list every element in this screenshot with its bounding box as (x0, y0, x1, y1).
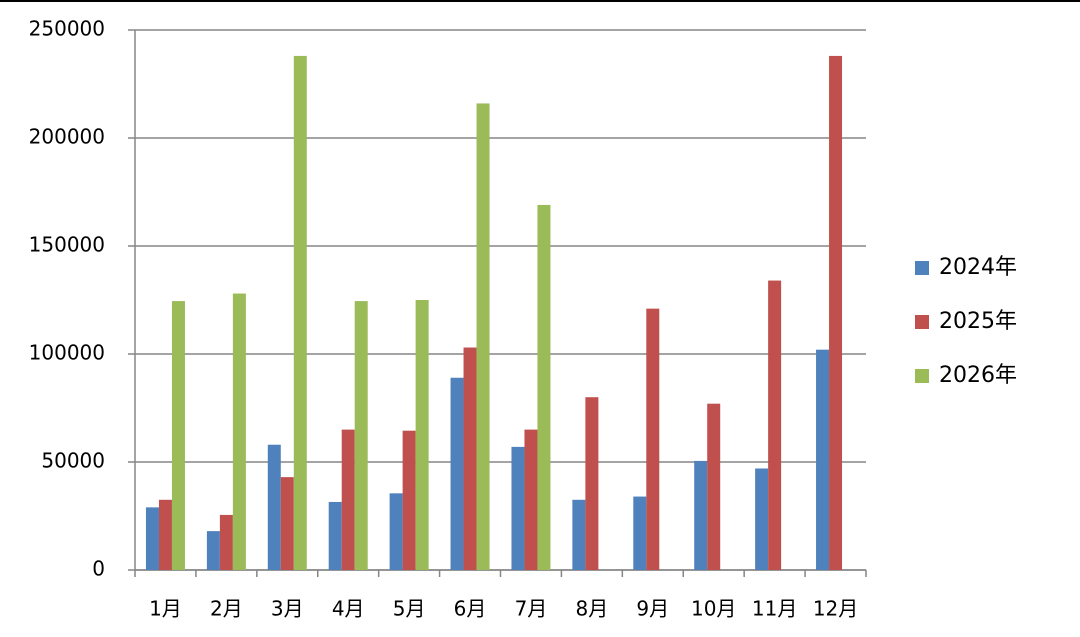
x-tick-label: 10月 (691, 597, 736, 621)
x-tick-label: 7月 (515, 597, 548, 621)
legend-swatch (915, 369, 929, 383)
bar (537, 204, 551, 570)
x-tick-label: 2月 (210, 597, 243, 621)
x-tick-label: 6月 (454, 597, 487, 621)
y-tick-label: 250000 (29, 17, 105, 41)
bar (463, 347, 477, 570)
bar (415, 300, 429, 570)
bar (158, 499, 172, 570)
x-tick-label: 12月 (813, 597, 858, 621)
bar (768, 280, 782, 570)
legend-swatch (915, 315, 929, 329)
bar (511, 446, 525, 570)
bar (328, 501, 342, 570)
x-tick-label: 3月 (271, 597, 304, 621)
bar (267, 444, 281, 570)
bar (476, 103, 490, 570)
bar (232, 293, 246, 570)
y-tick-label: 150000 (29, 233, 105, 257)
legend-swatch (915, 261, 929, 275)
y-tick-label: 200000 (29, 125, 105, 149)
bar (572, 499, 586, 570)
bar (524, 429, 538, 570)
bar (402, 430, 416, 570)
bar (145, 507, 159, 570)
bar (646, 308, 660, 570)
y-tick-label: 0 (92, 557, 105, 581)
bar (219, 514, 233, 570)
bar (829, 55, 843, 571)
bar (585, 397, 599, 570)
bar (707, 403, 721, 570)
bar (354, 301, 368, 570)
bar (755, 468, 769, 570)
bar (694, 460, 708, 570)
x-tick-label: 8月 (576, 597, 609, 621)
legend: 2024年 2025年 2026年 (915, 255, 1017, 388)
bar (450, 377, 464, 570)
bar (816, 349, 830, 570)
x-tick-label: 11月 (752, 597, 797, 621)
y-tick-label: 50000 (41, 449, 105, 473)
y-tick-label: 100000 (29, 341, 105, 365)
bar (293, 55, 307, 571)
legend-label: 2025年 (939, 309, 1017, 334)
x-tick-label: 5月 (393, 597, 426, 621)
legend-label: 2026年 (939, 363, 1017, 388)
bar (280, 477, 294, 570)
x-tick-label: 1月 (149, 597, 182, 621)
x-tick-label: 4月 (332, 597, 365, 621)
bar (206, 531, 220, 570)
bar (633, 496, 647, 570)
bar (389, 493, 403, 570)
bar (341, 429, 355, 570)
bar (171, 301, 185, 570)
x-tick-label: 9月 (636, 597, 669, 621)
legend-label: 2024年 (939, 255, 1017, 280)
